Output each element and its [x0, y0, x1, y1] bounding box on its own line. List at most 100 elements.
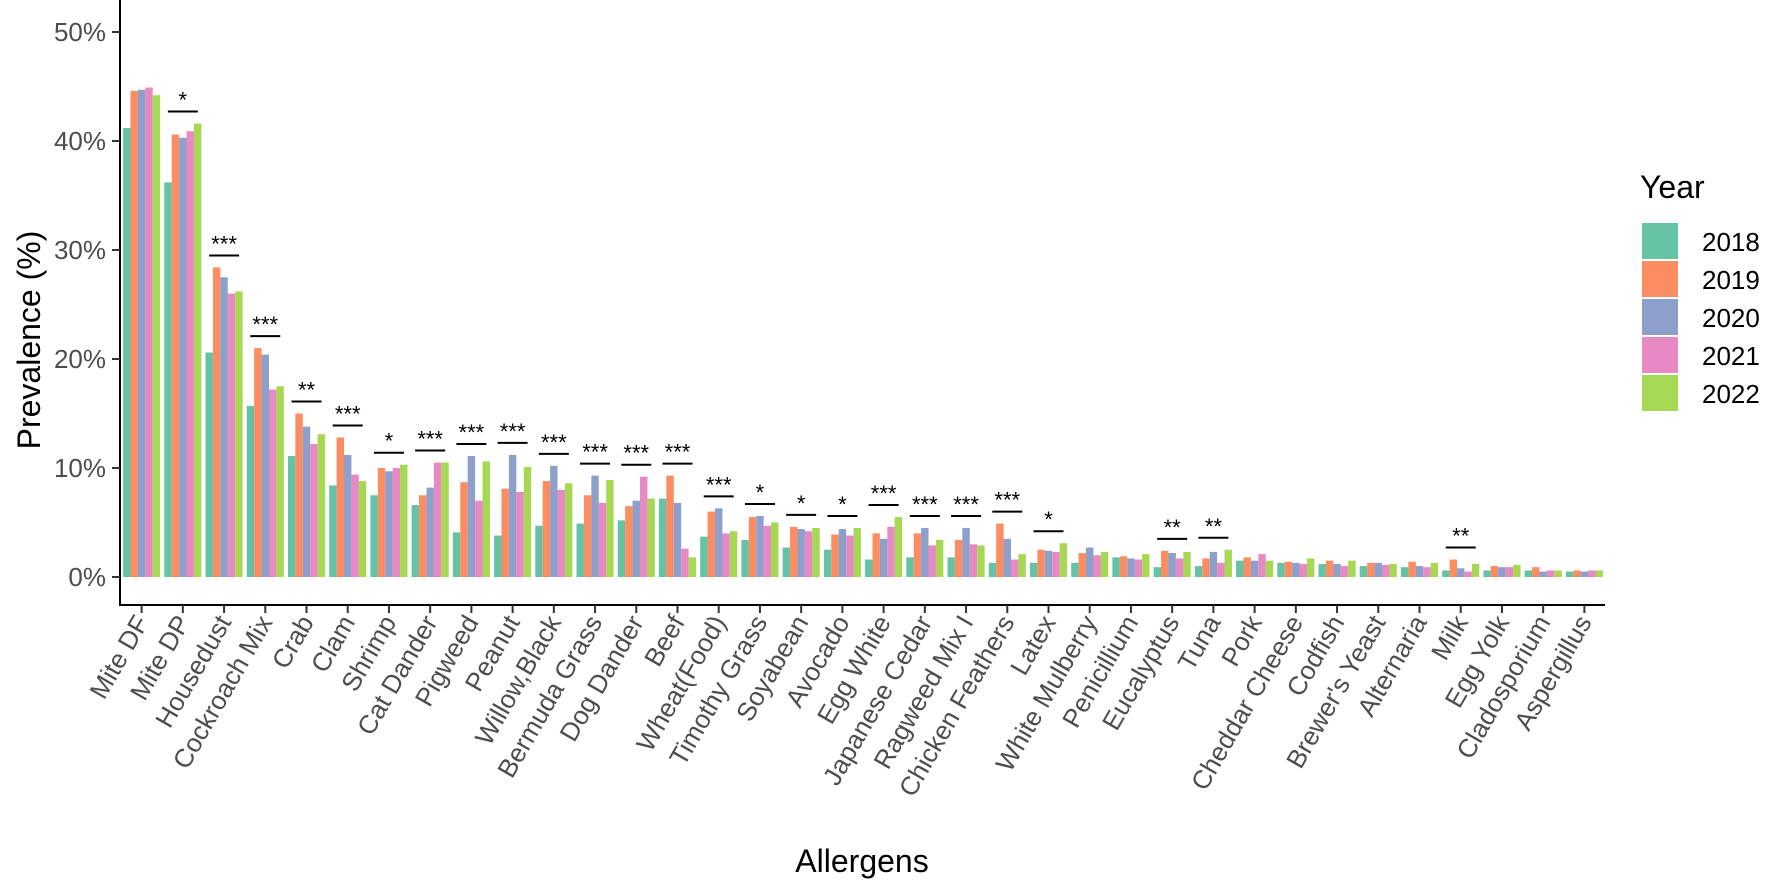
bar-2021	[969, 544, 978, 577]
bar-2022	[564, 483, 573, 577]
bar-2020	[344, 454, 352, 577]
significance-label: **	[1452, 524, 1470, 549]
significance-label: ***	[871, 481, 897, 506]
significance-label: ***	[623, 441, 649, 466]
bar-2019	[542, 481, 551, 577]
bar-2019	[1037, 549, 1045, 577]
legend-swatch-2022	[1642, 375, 1678, 411]
bar-2019	[625, 506, 633, 577]
significance-label: *	[179, 88, 188, 113]
bar-2018	[329, 485, 337, 577]
bar-2022	[1348, 560, 1356, 577]
bar-2021	[227, 293, 236, 577]
bar-2022	[1018, 554, 1026, 577]
bar-2018	[865, 559, 873, 577]
legend-label-2020: 2020	[1702, 303, 1760, 333]
significance-label: *	[797, 491, 806, 516]
bar-2022	[729, 531, 738, 577]
bar-2020	[756, 515, 764, 577]
bar-2019	[748, 517, 757, 577]
bar-2020	[508, 454, 517, 577]
bar-2020	[1250, 560, 1259, 577]
bar-2019	[1078, 553, 1087, 577]
bar-2019	[1573, 570, 1581, 577]
bar-2022	[853, 527, 861, 577]
legend-swatch-2018	[1642, 223, 1678, 259]
bar-2019	[1161, 550, 1169, 577]
bar-2022	[358, 481, 367, 577]
significance-label: ***	[417, 427, 443, 452]
bar-2019	[212, 267, 221, 577]
bar-2020	[1457, 568, 1465, 577]
bar-2020	[302, 426, 311, 577]
legend-label-2019: 2019	[1702, 265, 1760, 295]
significance-label: ***	[335, 401, 361, 426]
bar-2022	[977, 545, 985, 577]
bar-2021	[1340, 566, 1349, 577]
significance-label: ***	[953, 492, 979, 517]
bar-2020	[1498, 567, 1506, 577]
bar-2020	[467, 456, 476, 577]
bar-2018	[1483, 570, 1491, 577]
legend-swatch-2021	[1642, 337, 1678, 373]
bar-2020	[1539, 571, 1547, 577]
bar-2019	[1408, 561, 1416, 577]
bar-2018	[988, 562, 997, 577]
bar-2020	[1333, 563, 1341, 577]
y-tick-label: 50%	[54, 17, 106, 47]
bar-2020	[1003, 538, 1011, 577]
significance-label: ***	[252, 312, 278, 337]
bar-2019	[1532, 567, 1540, 577]
bar-2019	[790, 526, 798, 577]
bar-2021	[310, 444, 318, 577]
bar-2020	[715, 508, 723, 577]
bar-2018	[782, 547, 791, 577]
bar-2018	[1524, 570, 1533, 577]
bar-2020	[1086, 547, 1094, 577]
significance-label: *	[838, 492, 847, 517]
bar-2019	[460, 482, 468, 577]
y-tick-label: 10%	[54, 453, 106, 483]
y-tick-label: 20%	[54, 344, 106, 374]
bar-2022	[606, 479, 614, 577]
bar-2019	[954, 539, 963, 577]
bar-2021	[1588, 570, 1596, 577]
bar-2022	[1183, 551, 1191, 577]
bar-2022	[1554, 570, 1562, 577]
significance-label: ***	[582, 440, 608, 465]
bar-2018	[370, 495, 378, 577]
bar-2018	[205, 352, 213, 577]
bar-2019	[583, 495, 592, 577]
bar-2021	[1175, 558, 1184, 577]
significance-label: ***	[541, 430, 567, 455]
bar-2021	[1505, 567, 1514, 577]
bar-2019	[913, 533, 922, 577]
bar-2018	[906, 557, 914, 577]
bar-2019	[171, 134, 180, 577]
y-tick-label: 0%	[68, 562, 106, 592]
bar-2020	[962, 527, 970, 577]
bar-2018	[164, 182, 172, 578]
x-tick-label: Tuna	[1171, 610, 1226, 676]
bar-2021	[351, 474, 359, 577]
significance-label: ***	[500, 419, 526, 444]
bars-layer	[123, 87, 1603, 578]
bar-2022	[317, 434, 326, 577]
bar-2020	[1292, 562, 1300, 577]
bar-2022	[1100, 551, 1109, 577]
bar-2019	[1490, 566, 1499, 577]
y-axis-title: Prevalence (%)	[11, 231, 47, 450]
legend-swatch-2019	[1642, 261, 1678, 297]
bar-2018	[700, 536, 708, 577]
significance-label: *	[385, 429, 394, 454]
bar-2019	[1449, 559, 1458, 577]
bar-2022	[1595, 570, 1603, 577]
bar-2018	[1400, 567, 1409, 577]
legend-swatch-2020	[1642, 299, 1678, 335]
bar-2018	[1071, 562, 1079, 577]
bar-2019	[1325, 560, 1334, 577]
bar-2022	[894, 517, 903, 577]
bar-2020	[261, 354, 269, 577]
bar-2020	[426, 487, 434, 577]
